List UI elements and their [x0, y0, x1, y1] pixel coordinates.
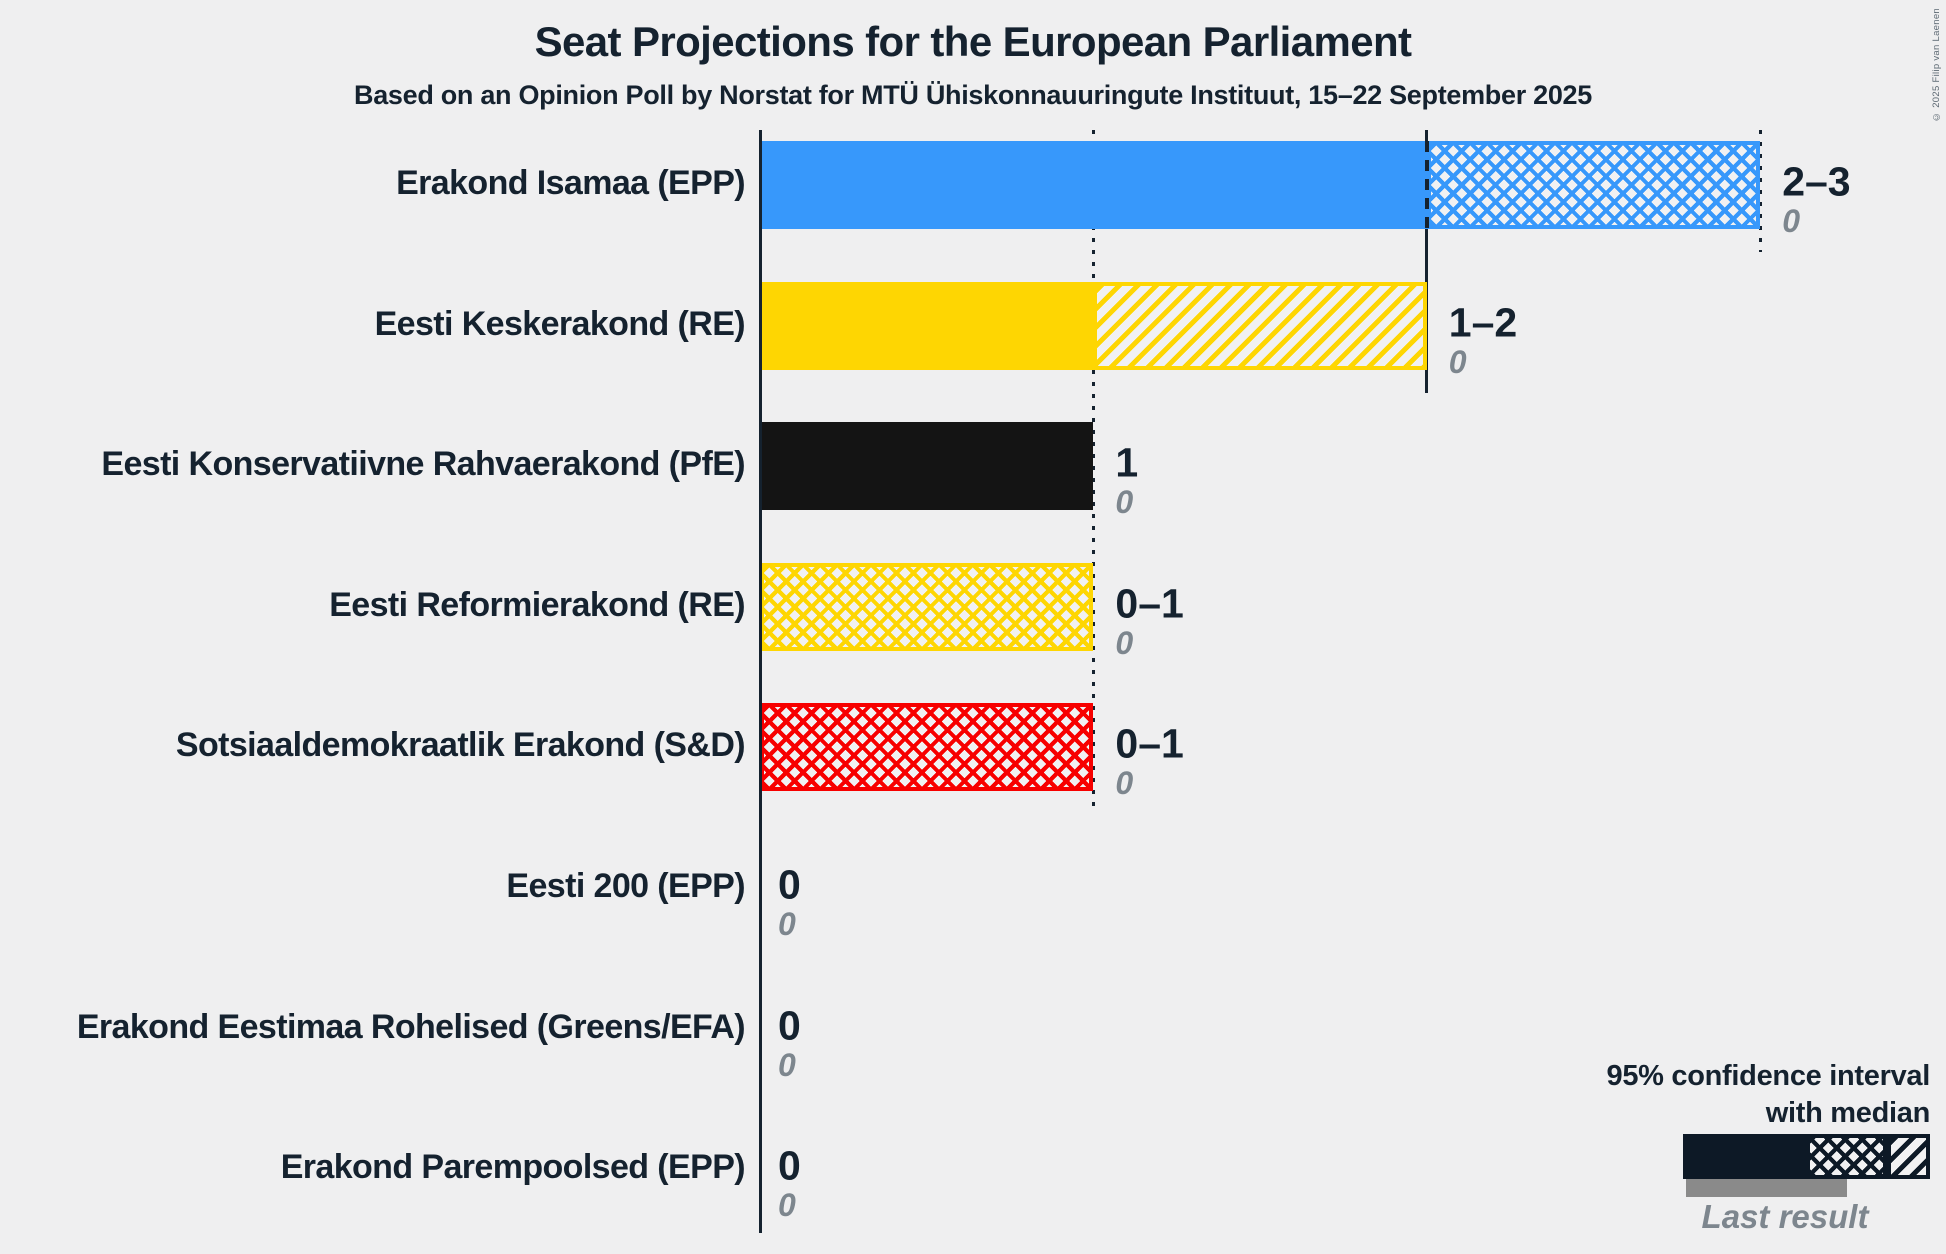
ci-range-label: 0 [778, 861, 801, 908]
ci-range-label: 2–3 [1782, 158, 1851, 205]
gridline-value-2 [1425, 130, 1429, 393]
party-label: Eesti Konservatiivne Rahvaerakond (PfE) [101, 444, 745, 483]
legend-ci-diagonal-segment [1887, 1134, 1930, 1179]
chart-subtitle: Based on an Opinion Poll by Norstat for … [354, 80, 1592, 110]
party-label: Eesti 200 (EPP) [506, 866, 745, 905]
last-result-value: 0 [778, 905, 796, 942]
bar-solid-segment [760, 282, 1094, 370]
ci-range-label: 0 [778, 1142, 801, 1189]
legend-ci-solid-segment [1683, 1134, 1806, 1179]
bar-solid-segment [760, 422, 1094, 510]
gridline-value-3 [1758, 130, 1762, 252]
party-label: Eesti Keskerakond (RE) [374, 304, 746, 343]
last-result-value: 0 [1782, 202, 1800, 239]
y-axis-line [758, 130, 762, 1233]
party-label: Eesti Reformierakond (RE) [329, 585, 745, 624]
legend-ci-bar [1683, 1134, 1930, 1179]
last-result-value: 0 [778, 1186, 796, 1223]
page-title: Seat Projections for the European Parlia… [534, 18, 1412, 65]
legend-last-result-label: Last result [1701, 1198, 1869, 1235]
legend-last-result-bar [1686, 1179, 1847, 1197]
legend-title-line1: 95% confidence interval [1606, 1060, 1931, 1092]
legend-title-line2: with median [1765, 1097, 1931, 1129]
gridline-value-1 [1091, 130, 1095, 814]
bar-crosshatch-segment [760, 563, 1094, 651]
party-label: Erakond Isamaa (EPP) [396, 163, 746, 202]
bar-solid-segment [760, 141, 1427, 229]
party-label: Sotsiaaldemokraatlik Erakond (S&D) [175, 725, 746, 764]
legend-title: 95% confidence interval with median [1607, 1058, 1931, 1132]
median-marker-line [1425, 141, 1429, 229]
bar-crosshatch-segment [760, 703, 1094, 791]
ci-range-label: 1–2 [1448, 299, 1518, 346]
last-result-value: 0 [1115, 483, 1134, 520]
ci-range-label: 1 [1115, 439, 1139, 486]
party-label: Erakond Parempoolsed (EPP) [280, 1147, 746, 1186]
last-result-value: 0 [778, 1046, 796, 1083]
last-result-value: 0 [1115, 764, 1134, 801]
copyright-text: © 2025 Filip van Laenen [1931, 8, 1942, 123]
legend-ci-crosshatch-segment [1806, 1134, 1887, 1179]
ci-range-label: 0–1 [1115, 580, 1184, 627]
party-label: Erakond Eestimaa Rohelised (Greens/EFA) [76, 1007, 746, 1046]
last-result-value: 0 [1115, 624, 1134, 661]
last-result-value: 0 [1448, 343, 1467, 380]
bar-crosshatch-segment [1426, 141, 1761, 229]
ci-range-label: 0 [778, 1002, 801, 1049]
ci-range-label: 0–1 [1115, 720, 1184, 767]
bar-diagonal-segment [1093, 282, 1427, 370]
